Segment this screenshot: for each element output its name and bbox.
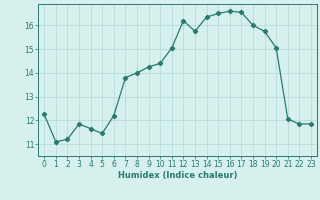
X-axis label: Humidex (Indice chaleur): Humidex (Indice chaleur) [118,171,237,180]
